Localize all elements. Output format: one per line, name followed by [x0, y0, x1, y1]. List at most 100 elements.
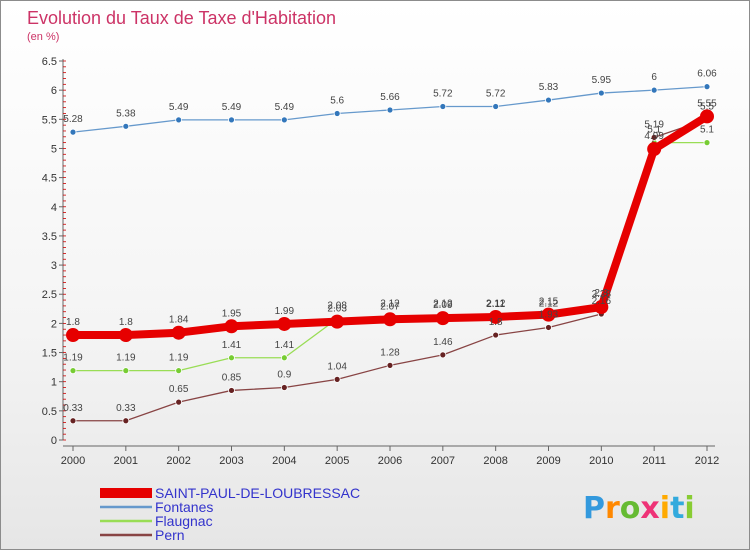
y-tick-label: 5: [51, 143, 57, 155]
data-point: [66, 328, 80, 343]
logo-letter: i: [660, 491, 670, 526]
y-tick-label: 0.5: [42, 406, 57, 418]
data-label: 0.65: [169, 384, 189, 395]
data-point: [492, 103, 500, 110]
data-point: [118, 328, 133, 343]
x-tick-label: 2012: [695, 455, 719, 467]
data-label: 5.49: [222, 102, 242, 113]
data-label: 5.19: [644, 119, 664, 130]
y-tick-label: 5.5: [42, 114, 57, 126]
data-label: 0.9: [277, 370, 291, 381]
x-tick-label: 2005: [325, 455, 349, 467]
logo-letter: P: [583, 491, 605, 526]
data-label: 5.72: [486, 88, 506, 99]
data-point: [545, 324, 552, 331]
data-label: 6: [651, 72, 657, 83]
data-label: 0.85: [222, 372, 242, 383]
y-tick-label: 4: [51, 202, 57, 214]
data-label: 1.8: [119, 317, 133, 328]
data-point: [545, 96, 552, 104]
data-label: 5.95: [592, 75, 612, 86]
data-label: 2.03: [327, 304, 347, 315]
data-point: [386, 361, 394, 369]
x-tick-label: 2009: [536, 455, 560, 467]
data-point: [228, 387, 235, 394]
data-label: 5.5: [700, 101, 714, 112]
data-point: [703, 83, 711, 91]
data-label: 1.19: [63, 353, 83, 364]
data-label: 1.84: [169, 315, 189, 326]
data-point: [492, 331, 500, 339]
legend-label: Flaugnac: [155, 513, 213, 529]
x-tick-label: 2010: [589, 455, 613, 467]
data-label: 5.49: [169, 102, 189, 113]
data-label: 1.8: [66, 317, 80, 328]
data-point: [280, 354, 288, 362]
data-label: 1.19: [116, 353, 136, 364]
data-point: [175, 367, 183, 375]
data-labels: 1.8 1.8 1.841.95 1.99 2.03 2.07 2.09 2.11 2.152.…: [63, 69, 717, 414]
data-point: [597, 89, 605, 97]
data-point: [330, 314, 345, 329]
data-point: [439, 103, 447, 110]
data-label: 0.33: [116, 403, 136, 414]
x-tick-label: 2011: [642, 455, 666, 467]
data-point: [650, 133, 658, 141]
logo-letter: o: [620, 491, 641, 526]
data-label: 2.11: [486, 299, 505, 310]
y-tick-label: 4.5: [42, 173, 57, 185]
chart-subtitle: (en %): [27, 31, 59, 43]
data-point: [541, 307, 556, 322]
data-label: 2.3: [594, 288, 608, 299]
data-label: 2.12: [539, 298, 559, 309]
data-point: [280, 384, 288, 391]
data-point: [647, 142, 662, 157]
data-point: [280, 116, 288, 124]
data-label: 2.08: [327, 301, 347, 312]
data-label: 5.1: [647, 125, 661, 136]
data-label: 2.28: [592, 289, 612, 300]
y-tick-label: 1: [51, 377, 57, 389]
data-label: 5.1: [700, 125, 714, 136]
data-point: [228, 354, 235, 362]
data-point: [122, 417, 130, 425]
y-tick-label: 0: [51, 435, 57, 447]
logo-letter: t: [670, 491, 684, 526]
logo-letter: i: [684, 491, 694, 526]
data-label: 1.8: [489, 317, 503, 328]
chart-title: Evolution du Taux de Taxe d'Habitation: [27, 8, 336, 28]
data-label: 5.66: [380, 92, 400, 103]
x-tick-label: 2004: [272, 455, 296, 467]
legend-label: Fontanes: [155, 499, 213, 515]
data-point: [122, 122, 130, 130]
data-label: 1.93: [539, 309, 559, 320]
data-label: 1.95: [222, 308, 242, 319]
data-point: [488, 309, 503, 324]
data-label: 5.6: [330, 95, 344, 106]
y-tick-label: 1.5: [42, 348, 57, 360]
data-label: 2.07: [380, 301, 400, 312]
x-tick-label: 2006: [378, 455, 402, 467]
data-label: 5.83: [539, 82, 559, 93]
data-label: 1.41: [275, 340, 295, 351]
data-label: 1.04: [327, 361, 347, 372]
y-tick-label: 3: [51, 260, 57, 272]
data-label: 2.16: [592, 296, 612, 307]
data-label: 1.46: [433, 337, 453, 348]
data-point: [277, 316, 292, 331]
x-tick-label: 2001: [114, 455, 138, 467]
y-tick-label: 2: [51, 318, 57, 330]
x-tick-label: 2007: [431, 455, 455, 467]
data-label: 1.28: [380, 347, 400, 358]
data-point: [435, 311, 450, 326]
y-tick-label: 6: [51, 85, 57, 97]
data-point: [333, 110, 341, 117]
y-tick-label: 6.5: [42, 56, 57, 68]
data-label: 5.28: [63, 114, 83, 125]
data-label: 2.12: [486, 298, 506, 309]
x-tick-label: 2003: [219, 455, 243, 467]
data-point: [228, 116, 235, 124]
data-point: [700, 109, 714, 124]
proxiti-logo: Proxiti: [583, 491, 695, 526]
